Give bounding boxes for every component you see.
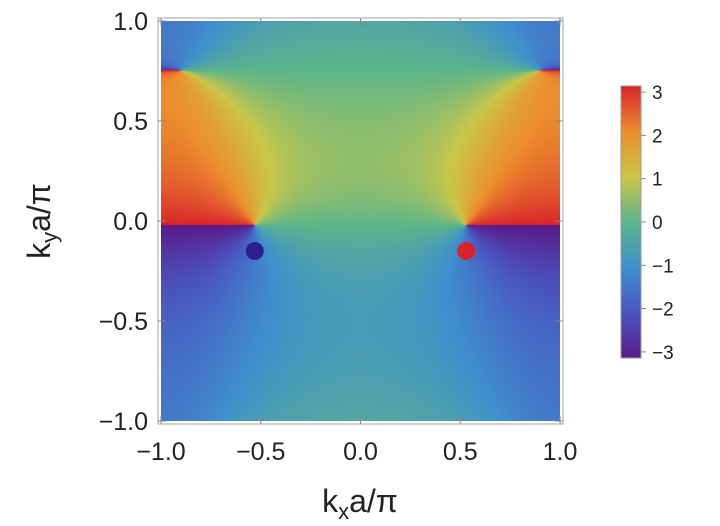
highlighted-points (245, 242, 476, 260)
axes-ticks: −1.0 −0.5 0.0 0.5 1.0 1.0 0.5 0.0 −0.5 −1.0 (99, 8, 578, 466)
colorbar-tick-label: −2 (652, 300, 674, 321)
x-label-sub: x (338, 499, 349, 524)
svg-text:kya/π: kya/π (21, 183, 62, 259)
colorbar-tick-label: −3 (652, 343, 674, 364)
y-axis-label: kya/π (21, 183, 62, 259)
heatmap-plot (157, 17, 564, 425)
colorbar: 3 2 1 0 −1 −2 −3 (620, 83, 674, 364)
point-marker (245, 242, 264, 260)
y-tick-label: 0.5 (113, 108, 148, 136)
x-tick-label: −0.5 (236, 438, 285, 466)
y-label-rest: a/π (21, 183, 57, 232)
x-tick-label: 0.0 (343, 438, 378, 466)
colorbar-gradient (620, 85, 642, 359)
point-marker (457, 242, 476, 260)
y-tick-label: −0.5 (99, 308, 148, 336)
x-label-base: k (322, 483, 339, 519)
x-tick-label: −1.0 (136, 438, 185, 466)
colorbar-tick-label: −1 (652, 256, 674, 277)
colorbar-tick-label: 2 (652, 126, 663, 147)
svg-text:kxa/π: kxa/π (322, 483, 398, 524)
x-tick-label: 1.0 (543, 438, 578, 466)
y-label-sub: y (37, 232, 62, 243)
colorbar-tick-label: 1 (652, 170, 663, 191)
y-tick-label: −1.0 (99, 408, 148, 436)
heatmap-field (161, 21, 560, 421)
x-axis-label: kxa/π (322, 483, 398, 524)
colorbar-tick-label: 3 (652, 83, 663, 104)
colorbar-ticks: 3 2 1 0 −1 −2 −3 (641, 83, 674, 364)
y-tick-label: 0.0 (113, 208, 148, 236)
y-tick-label: 1.0 (113, 8, 148, 36)
colorbar-tick-label: 0 (652, 213, 663, 234)
x-tick-label: 0.5 (443, 438, 478, 466)
x-label-rest: a/π (349, 483, 398, 519)
y-label-base: k (21, 242, 57, 259)
